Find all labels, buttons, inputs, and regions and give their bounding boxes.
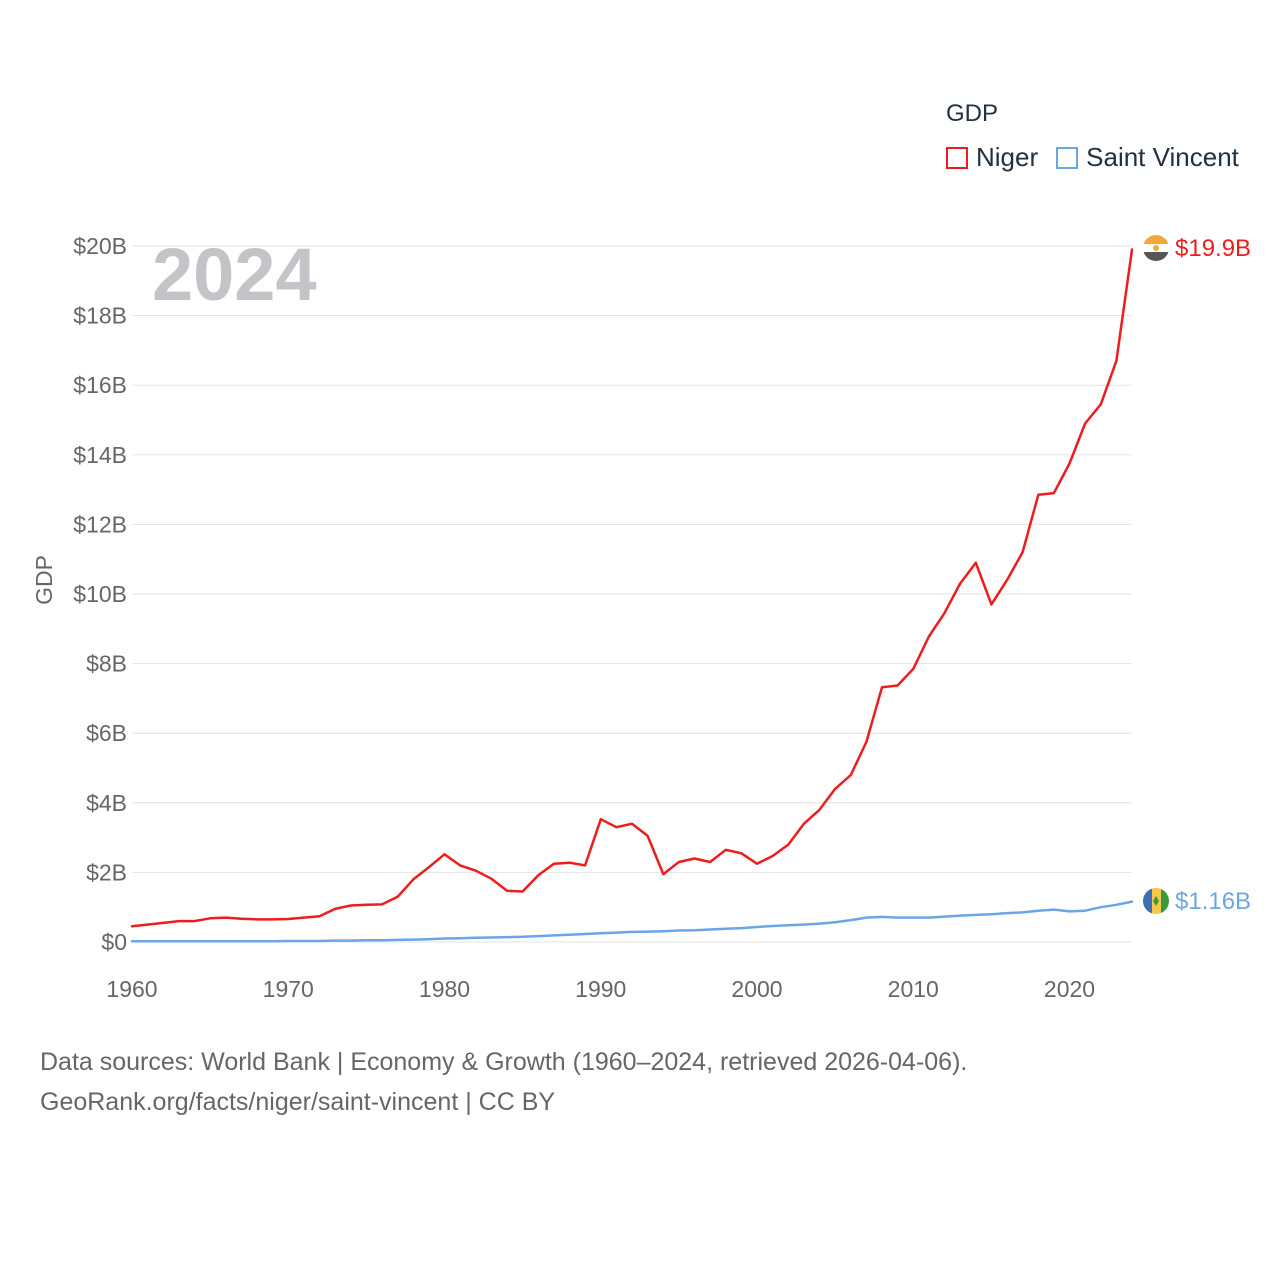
y-tick-label: $16B [73, 372, 127, 398]
x-tick-label: 1980 [419, 976, 470, 1002]
year-watermark: 2024 [152, 233, 317, 316]
y-tick-label: $10B [73, 581, 127, 607]
x-tick-label: 2020 [1044, 976, 1095, 1002]
footer-line-2: GeoRank.org/facts/niger/saint-vincent | … [40, 1088, 556, 1116]
legend-title: GDP [946, 100, 999, 127]
legend-swatch-saint-vincent [1056, 146, 1079, 169]
y-tick-label: $6B [86, 720, 127, 746]
saint-vincent-series-line[interactable] [130, 900, 1134, 943]
y-axis-label: GDP [31, 555, 57, 605]
series-lines [130, 248, 1134, 943]
niger-series-line[interactable] [130, 248, 1134, 928]
saint-vincent-end-value: $1.16B [1175, 888, 1251, 915]
y-tick-label: $14B [73, 442, 127, 468]
legend-swatch-niger [946, 146, 968, 169]
y-tick-label: $4B [86, 790, 127, 816]
y-tick-label: $18B [73, 303, 127, 329]
y-axis-ticks: $0 $2B $4B $6B $8B $10B $12B $14B $16B $18B $20B [73, 233, 127, 955]
gridlines [132, 245, 1132, 943]
footer-source: Data sources: World Bank | Economy & Gro… [40, 1042, 967, 1122]
legend-item-niger[interactable]: Niger [946, 142, 1038, 173]
footer-line-1: Data sources: World Bank | Economy & Gro… [40, 1048, 968, 1076]
y-tick-label: $12B [73, 511, 127, 537]
niger-end-value: $19.9B [1175, 235, 1251, 262]
legend-label-niger: Niger [976, 142, 1039, 172]
x-tick-label: 1970 [263, 976, 314, 1002]
x-axis-ticks: 1960 1970 1980 1990 2000 2010 2020 [106, 976, 1095, 1002]
x-tick-label: 2010 [888, 976, 939, 1002]
x-tick-label: 2000 [731, 976, 782, 1002]
legend-item-saint-vincent[interactable]: Saint Vincent [1056, 142, 1239, 173]
end-markers: $19.9B $1.16B [1143, 235, 1251, 915]
x-tick-label: 1960 [106, 976, 157, 1002]
legend: GDP Niger Saint Vincent [946, 100, 1257, 173]
y-tick-label: $2B [86, 859, 127, 885]
x-tick-label: 1990 [575, 976, 626, 1002]
niger-flag-icon [1143, 235, 1169, 261]
y-tick-label: $8B [86, 651, 127, 677]
legend-label-saint-vincent: Saint Vincent [1086, 142, 1239, 172]
y-tick-label: $20B [73, 233, 127, 259]
y-tick-label: $0 [101, 929, 127, 955]
saint-vincent-flag-icon [1143, 888, 1169, 914]
